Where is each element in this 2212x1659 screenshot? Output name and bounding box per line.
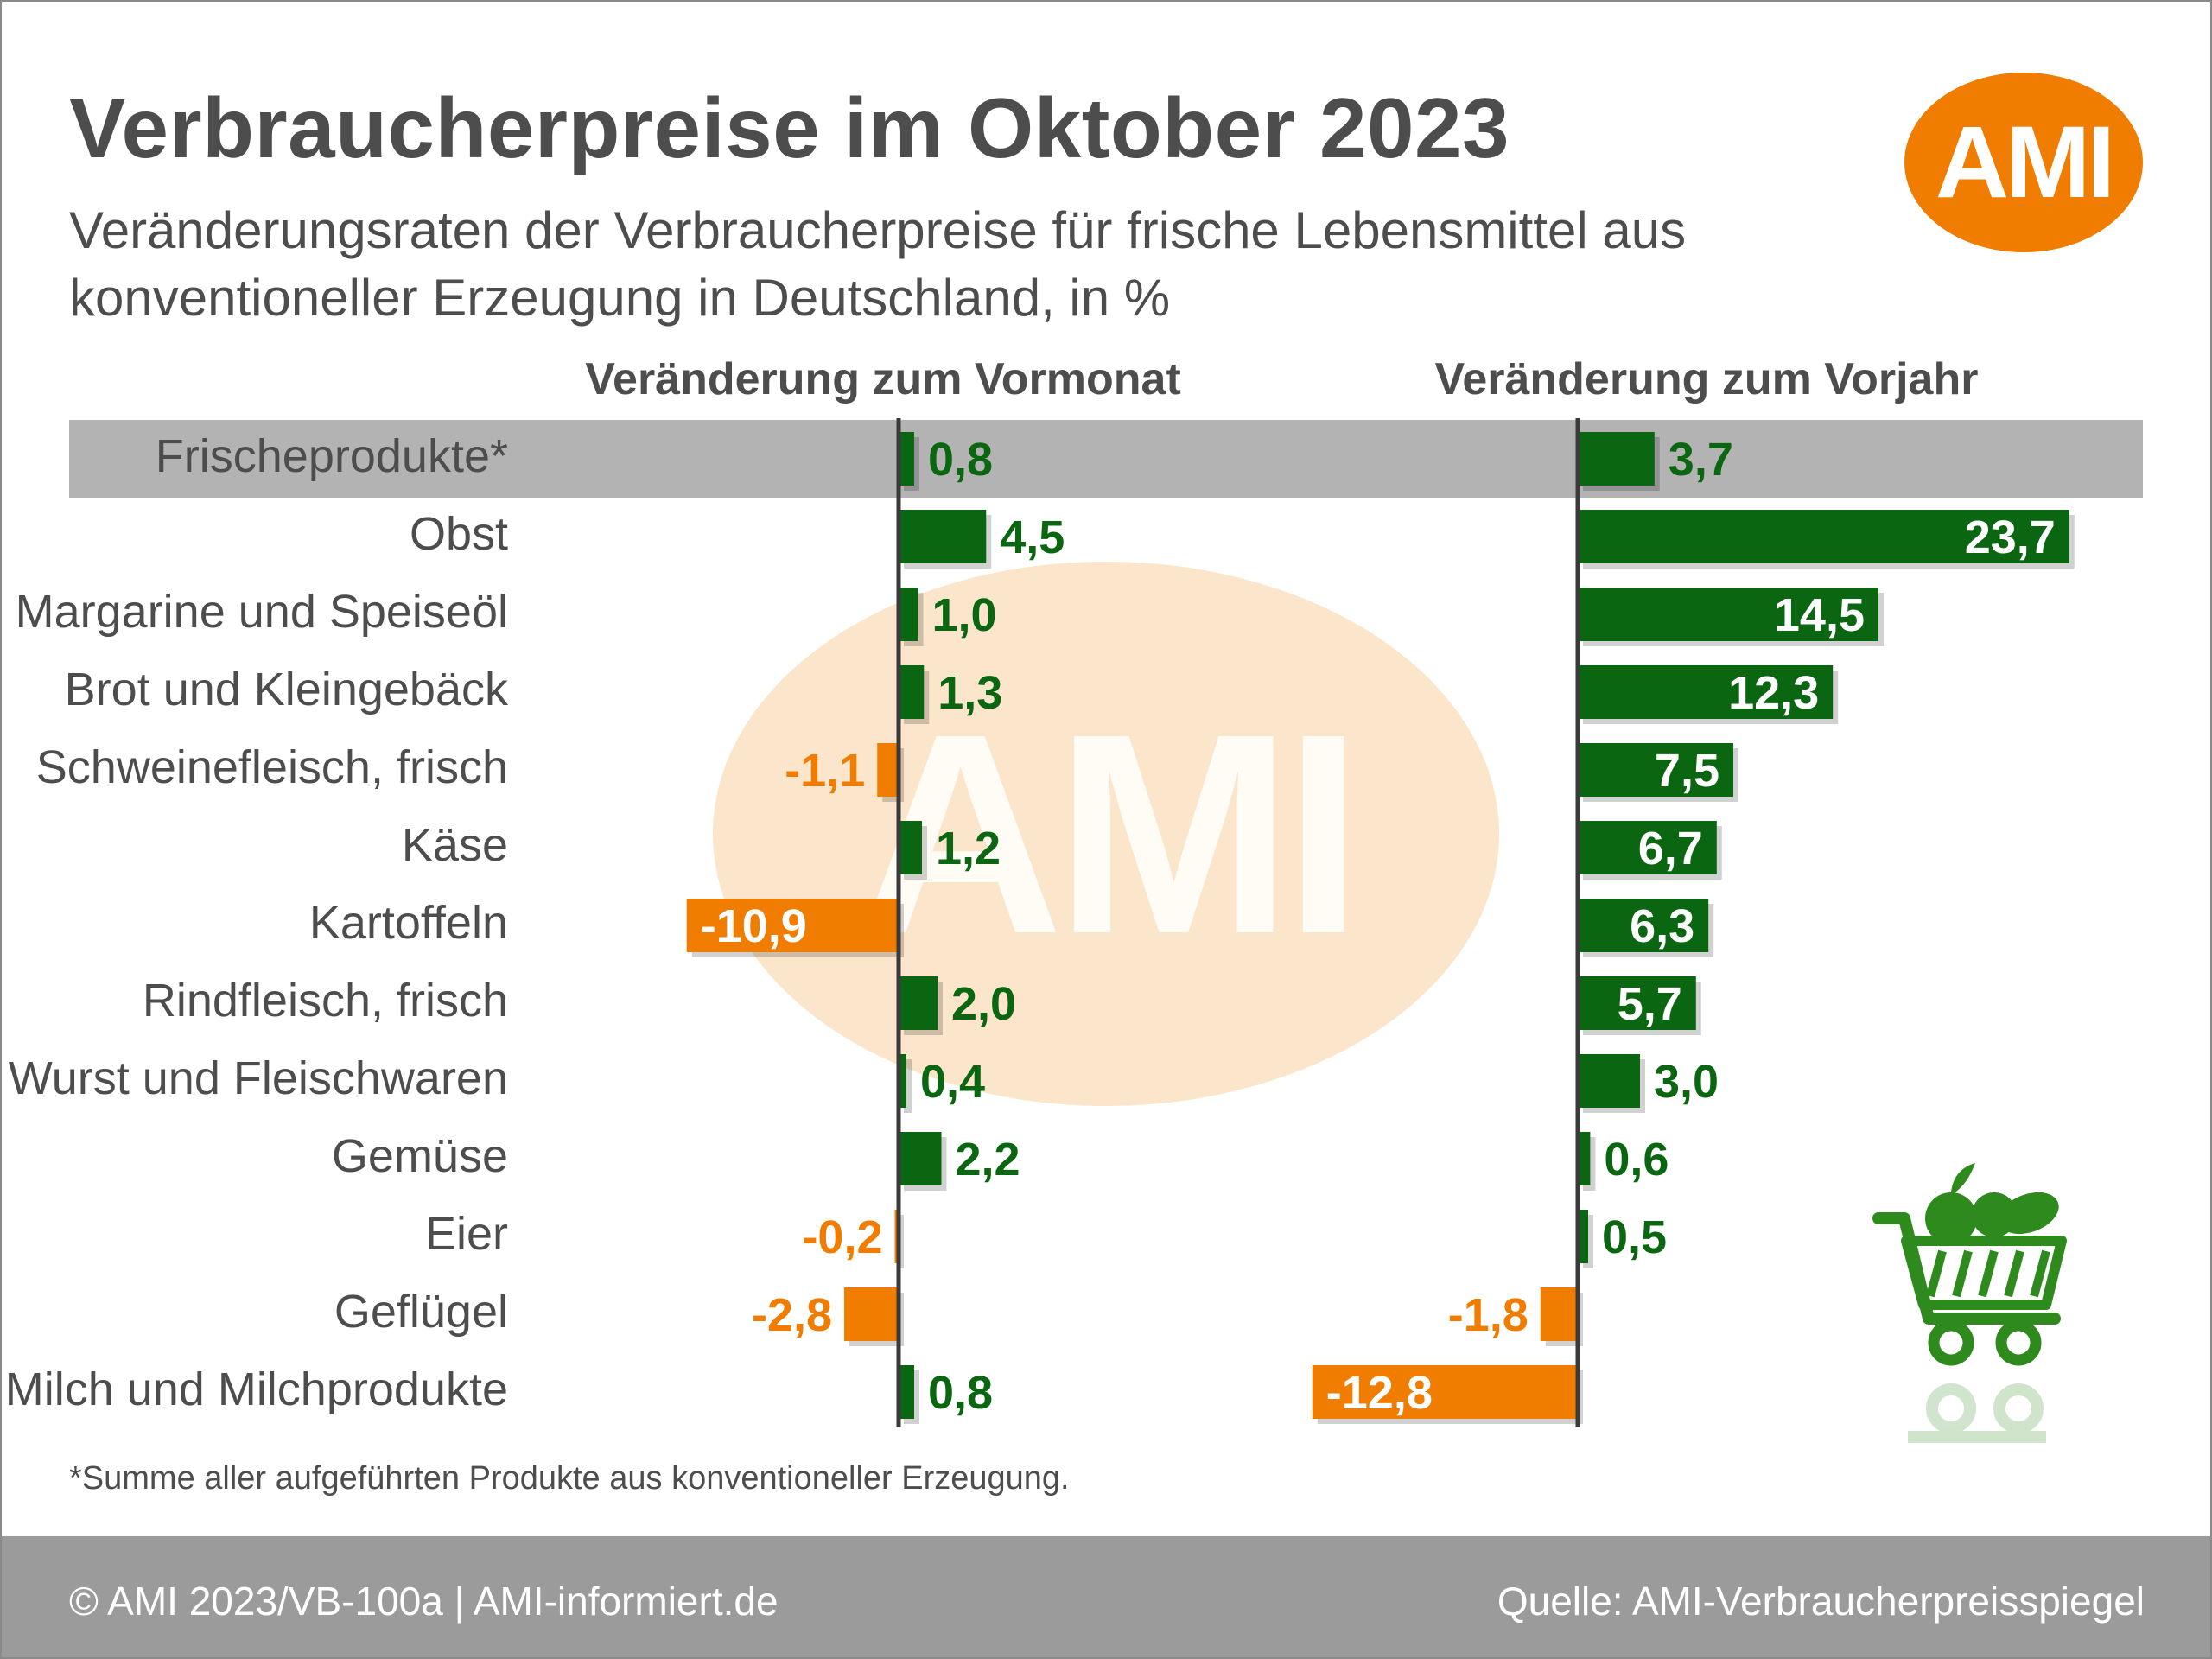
bar	[899, 1054, 906, 1108]
category-label: Schweinefleisch, frisch	[36, 741, 508, 793]
ami-watermark: AMI	[713, 562, 1499, 1106]
bar-value-label: 0,5	[1602, 1211, 1667, 1263]
category-label: Kartoffeln	[309, 897, 508, 949]
bar	[1578, 432, 1655, 486]
bar	[1540, 1287, 1578, 1341]
category-label: Margarine und Speiseöl	[16, 586, 508, 638]
bar	[1578, 510, 2069, 563]
bar	[899, 1365, 914, 1419]
footer-bar	[2, 1536, 2210, 1657]
category-label: Brot und Kleingebäck	[65, 664, 509, 715]
bar-value-label: 1,2	[936, 823, 1001, 874]
highlight-row-frischeprodukte	[69, 420, 2143, 498]
bar	[686, 899, 899, 952]
panel-title: Veränderung zum Vorjahr	[1435, 354, 1979, 404]
bar-value-label: 23,7	[1965, 512, 2056, 563]
bar-value-label: -2,8	[752, 1289, 832, 1341]
bar-value-label: 6,3	[1630, 900, 1694, 952]
bar	[844, 1287, 899, 1341]
bar-value-label: -1,1	[785, 745, 865, 797]
bar	[1578, 821, 1717, 874]
category-label: Wurst und Fleischwaren	[9, 1052, 508, 1104]
bar-value-label: -10,9	[701, 900, 807, 952]
bar-value-label: 2,2	[956, 1134, 1020, 1185]
bar-value-label: 12,3	[1728, 667, 1819, 719]
bar-value-label: 6,7	[1638, 823, 1703, 874]
bar-value-label: 3,7	[1669, 434, 1733, 486]
bar	[1578, 976, 1696, 1030]
bar-value-label: 0,8	[928, 434, 993, 486]
footer-copyright: © AMI 2023/VB-100a | AMI-informiert.de	[69, 1579, 779, 1624]
bar-value-label: -12,8	[1326, 1367, 1433, 1419]
bar	[899, 976, 938, 1030]
page-subtitle: Veränderungsraten der Verbraucherpreise …	[69, 201, 1687, 327]
bar-value-label: 1,3	[938, 667, 1002, 719]
bar-value-label: 7,5	[1655, 745, 1719, 797]
category-label: Milch und Milchprodukte	[5, 1363, 508, 1415]
bar	[1312, 1365, 1578, 1419]
bar-value-label: 0,4	[920, 1056, 985, 1108]
bar	[1578, 1210, 1588, 1263]
bar	[899, 665, 925, 719]
bar	[877, 743, 899, 797]
panel-title: Veränderung zum Vormonat	[585, 354, 1181, 404]
bar-value-label: 1,0	[932, 589, 997, 641]
bar	[899, 821, 922, 874]
category-label: Frischeprodukte*	[156, 430, 508, 482]
bar-shadow	[904, 1059, 912, 1113]
bar	[1578, 588, 1878, 641]
shopping-cart-icon	[1872, 1163, 2067, 1443]
bar-value-label: 2,0	[951, 978, 1016, 1030]
category-label: Käse	[402, 819, 508, 871]
category-label: Gemüse	[332, 1130, 508, 1182]
bar	[899, 510, 987, 563]
bar	[1578, 743, 1733, 797]
bar-value-label: -1,8	[1448, 1289, 1529, 1341]
bar	[1578, 1054, 1640, 1108]
footer-source: Quelle: AMI-Verbraucherpreisspiegel	[1497, 1579, 2145, 1624]
bar	[1578, 1132, 1591, 1185]
footnote: *Summe aller aufgeführten Produkte aus k…	[69, 1460, 1070, 1497]
category-label: Eier	[425, 1208, 508, 1260]
bar-value-label: 0,6	[1604, 1134, 1669, 1185]
category-label: Geflügel	[334, 1286, 508, 1338]
bar-value-label: 0,8	[928, 1367, 993, 1419]
bar	[899, 588, 918, 641]
ami-watermark-text: AMI	[857, 674, 1363, 993]
bar-value-label: 5,7	[1618, 978, 1682, 1030]
bar-value-label: -0,2	[802, 1211, 882, 1263]
bar-shadow	[899, 1215, 904, 1268]
ami-logo-text: AMI	[1935, 105, 2115, 219]
bar	[899, 1132, 942, 1185]
bar	[1578, 899, 1709, 952]
bar-value-label: 4,5	[1000, 512, 1065, 563]
category-label: Obst	[410, 508, 508, 560]
page-title: Verbraucherpreise im Oktober 2023	[69, 80, 1510, 175]
category-label: Rindfleisch, frisch	[143, 975, 508, 1027]
bar-value-label: 14,5	[1774, 589, 1865, 641]
bar-value-label: 3,0	[1654, 1056, 1719, 1108]
ami-logo: AMI	[1904, 73, 2143, 252]
bar	[899, 432, 914, 486]
bar	[1578, 665, 1834, 719]
